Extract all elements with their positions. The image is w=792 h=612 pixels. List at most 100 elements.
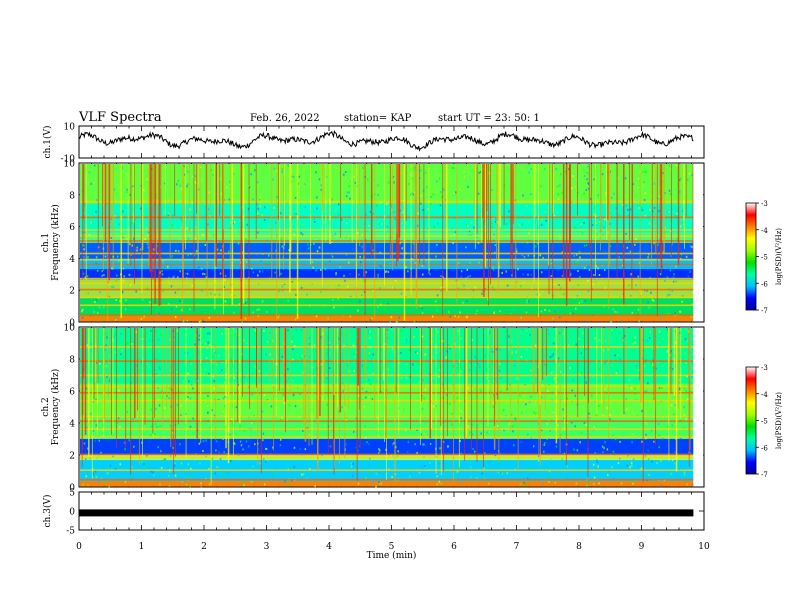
spectro-speckle [683,473,686,476]
spectro-speckle [473,226,475,229]
spectro-speckle [511,356,513,359]
spectro-sferic [608,328,610,439]
spectro-sferic [356,164,358,288]
spectro-speckle [379,464,382,467]
spectro-speckle [604,306,606,309]
spectro-speckle [387,264,389,267]
spectro-speckle [114,333,117,336]
spectro-speckle [135,331,137,334]
spectro-sferic [616,164,618,245]
spectro-speckle [254,312,256,315]
spectro-speckle [635,232,637,235]
spectro-speckle [499,452,502,455]
spectro-speckle [479,171,482,174]
spectro-speckle [440,289,442,292]
colorbar-scale [745,202,757,311]
spectro-speckle [263,483,266,486]
spectro-speckle [207,232,210,235]
spectro-speckle [480,390,482,393]
spectro-speckle [119,300,121,303]
spectro-speckle [506,472,509,475]
spectro-sferic [601,328,603,404]
spectro-speckle [220,249,222,252]
spectro-speckle [140,317,143,320]
spectro-speckle [184,352,186,355]
spectro-sferic [273,328,275,380]
spectro-speckle [218,293,221,296]
spectro-speckle [116,166,119,169]
spectro-speckle [186,397,188,400]
spectro-speckle [186,185,188,188]
spectro-speckle [287,259,290,262]
spectro-speckle [301,233,304,236]
spectro-speckle [245,260,248,263]
spectro-speckle [81,310,83,313]
spectro-speckle [653,182,656,185]
spectro-speckle [441,339,444,342]
spectro-speckle [175,249,177,252]
spectro-speckle [268,254,270,257]
spectro-sferic [552,164,554,301]
spectro-speckle [440,275,442,278]
spectro-speckle [123,181,126,184]
spectro-speckle [556,211,558,214]
spectro-speckle [541,271,543,274]
spectro-speckle [424,388,427,391]
spectro-speckle [119,186,121,189]
spectro-speckle [392,211,395,214]
spectro-speckle [226,363,229,366]
spectro-speckle [448,344,450,347]
spectro-speckle [345,209,348,212]
spectro-speckle [566,477,568,480]
spectro-speckle [85,387,88,390]
spectro-speckle [172,446,174,449]
spectro-speckle [604,362,607,365]
spectro-speckle [281,170,283,173]
spectro-sferic [486,164,487,247]
spectro-speckle [527,300,530,303]
spectro-line [80,304,694,307]
spectro-speckle [223,285,225,288]
spectro-speckle [104,255,107,258]
spectro-speckle [96,297,99,300]
y-tick-label: 2 [69,452,75,462]
spectro-sferic [325,164,327,242]
spectro-sferic [215,328,217,440]
spectro-speckle [279,438,282,441]
spectro-speckle [294,318,297,321]
spectro-speckle [271,358,273,361]
spectro-speckle [612,308,614,311]
spectro-speckle [526,299,529,302]
spectro-speckle [187,396,189,399]
spectro-speckle [566,413,568,416]
spectro-speckle [454,475,456,478]
y-tick-label: 8 [69,356,75,366]
spectro-speckle [375,204,378,207]
spectro-band [80,289,694,293]
spectro-speckle [197,418,200,421]
spectro-speckle [583,221,585,224]
spectro-speckle [437,222,439,225]
spectro-speckle [213,361,215,364]
spectro-speckle [486,431,488,434]
spectro-speckle [656,462,658,465]
spectro-speckle [586,178,588,181]
spectro-speckle [675,188,677,191]
spectro-sferic [85,164,87,281]
spectro-sferic [113,164,114,232]
spectro-speckle [438,368,441,371]
spectro-speckle [556,185,559,188]
spectro-speckle [587,279,589,282]
spectro-speckle [280,238,283,241]
spectro-speckle [421,392,424,395]
spectro-speckle [527,433,529,436]
spectro-speckle [521,240,523,243]
spectro-speckle [259,270,261,273]
spectro-speckle [526,348,528,351]
spectro-speckle [158,350,161,353]
spectro-sferic [174,164,176,216]
spectro-speckle [215,440,218,443]
spectro-speckle [348,191,350,194]
spectro-speckle [307,243,309,246]
spectro-speckle [359,255,361,258]
